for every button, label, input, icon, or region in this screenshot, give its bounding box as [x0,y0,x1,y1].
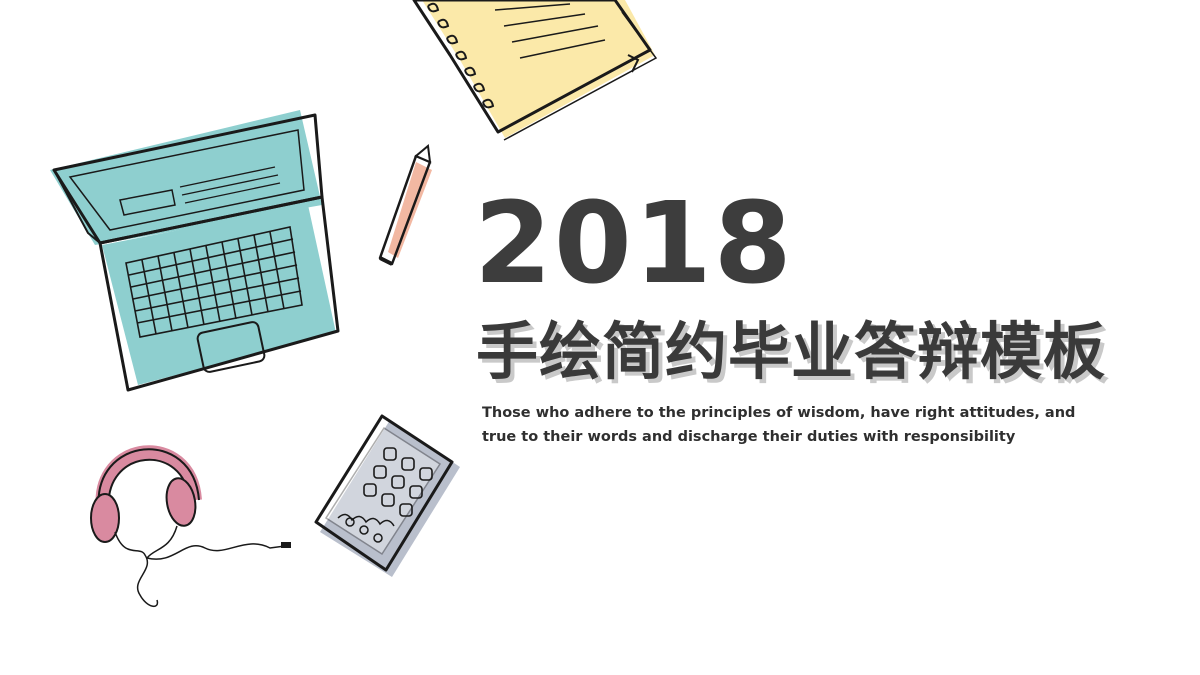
notebook-icon [412,0,658,141]
subtitle-line-2: true to their words and discharge their … [482,429,1016,445]
pencil-icon [378,144,432,266]
tablet-icon [314,414,460,577]
slide-subtitle: Those who adhere to the principles of wi… [482,401,1076,449]
laptop-icon [50,110,340,392]
slide-title: 手绘简约毕业答辩模板 [476,315,1107,388]
headphones-icon [90,445,291,607]
subtitle-line-1: Those who adhere to the principles of wi… [482,405,1076,421]
slide-year: 2018 [474,179,794,309]
